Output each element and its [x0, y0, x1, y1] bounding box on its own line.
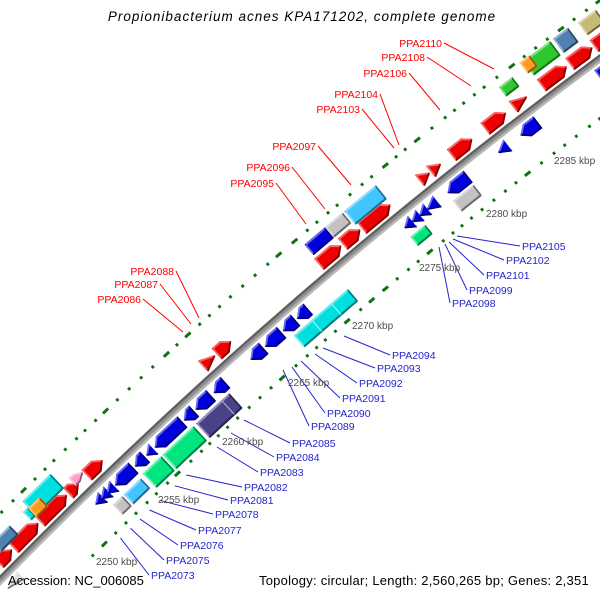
svg-text:2260 kbp: 2260 kbp	[222, 437, 264, 448]
svg-text:PPA2095: PPA2095	[230, 178, 274, 190]
svg-text:PPA2086: PPA2086	[97, 294, 141, 306]
svg-text:Topology: circular; Length: 2,: Topology: circular; Length: 2,560,265 bp…	[259, 573, 589, 588]
svg-text:PPA2083: PPA2083	[260, 467, 304, 479]
svg-text:PPA2084: PPA2084	[276, 452, 320, 464]
svg-text:2285 kbp: 2285 kbp	[554, 156, 596, 167]
svg-text:PPA2103: PPA2103	[316, 104, 360, 116]
svg-text:PPA2106: PPA2106	[363, 68, 407, 80]
svg-text:2280 kbp: 2280 kbp	[486, 209, 528, 220]
svg-text:PPA2076: PPA2076	[180, 540, 224, 552]
svg-text:2270 kbp: 2270 kbp	[352, 321, 394, 332]
svg-text:PPA2108: PPA2108	[381, 52, 425, 64]
svg-text:PPA2094: PPA2094	[392, 350, 436, 362]
svg-text:PPA2089: PPA2089	[311, 421, 355, 433]
svg-text:PPA2092: PPA2092	[359, 378, 403, 390]
svg-text:Propionibacterium acnes KPA171: Propionibacterium acnes KPA171202, compl…	[108, 9, 496, 24]
svg-text:PPA2082: PPA2082	[244, 482, 288, 494]
svg-text:PPA2090: PPA2090	[327, 408, 371, 420]
svg-text:PPA2081: PPA2081	[230, 495, 274, 507]
svg-text:PPA2105: PPA2105	[522, 241, 566, 253]
svg-text:PPA2075: PPA2075	[166, 555, 210, 567]
svg-text:PPA2077: PPA2077	[198, 525, 242, 537]
svg-text:PPA2110: PPA2110	[399, 38, 442, 50]
svg-text:Accession: NC_006085: Accession: NC_006085	[8, 573, 144, 588]
svg-text:2250 kbp: 2250 kbp	[96, 557, 138, 568]
svg-text:PPA2102: PPA2102	[506, 255, 550, 267]
svg-text:PPA2099: PPA2099	[469, 285, 513, 297]
svg-text:PPA2104: PPA2104	[334, 89, 378, 101]
svg-text:PPA2073: PPA2073	[151, 570, 195, 582]
svg-text:2255 kbp: 2255 kbp	[158, 495, 200, 506]
svg-text:PPA2078: PPA2078	[215, 509, 259, 521]
svg-text:2265 kbp: 2265 kbp	[288, 378, 330, 389]
svg-text:PPA2101: PPA2101	[486, 270, 530, 282]
svg-text:PPA2088: PPA2088	[130, 266, 174, 278]
svg-text:PPA2098: PPA2098	[452, 298, 496, 310]
svg-text:PPA2087: PPA2087	[114, 279, 158, 291]
svg-text:PPA2093: PPA2093	[377, 363, 421, 375]
svg-text:2275 kbp: 2275 kbp	[419, 263, 461, 274]
svg-text:PPA2096: PPA2096	[246, 162, 290, 174]
svg-text:PPA2097: PPA2097	[272, 141, 316, 153]
svg-text:PPA2091: PPA2091	[342, 393, 386, 405]
svg-text:PPA2085: PPA2085	[292, 438, 336, 450]
